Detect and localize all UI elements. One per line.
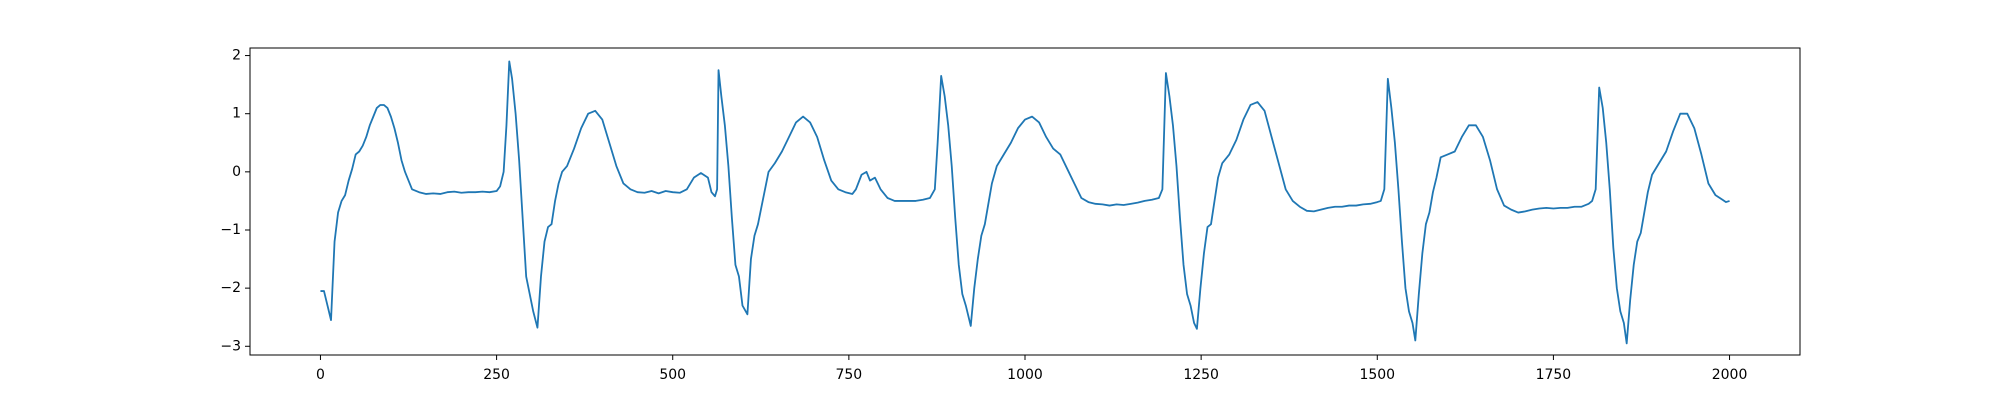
y-tick-label: 2: [232, 48, 241, 64]
y-tick-label: 0: [232, 164, 241, 180]
y-tick-label: 1: [232, 106, 241, 122]
plot-frame: [249, 47, 1801, 356]
y-tick-label: −3: [220, 338, 241, 354]
x-tick-label: 2000: [1712, 367, 1748, 383]
x-tick-label: 1000: [1007, 367, 1043, 383]
data-line: [320, 60, 1730, 345]
x-tick-label: 1500: [1359, 367, 1395, 383]
x-tick-label: 750: [835, 367, 862, 383]
x-tick-label: 0: [316, 367, 325, 383]
y-tick-label: −1: [220, 222, 241, 238]
x-tick-label: 1750: [1536, 367, 1572, 383]
x-tick-label: 250: [483, 367, 510, 383]
x-tick-label: 500: [659, 367, 686, 383]
y-tick-label: −2: [220, 280, 241, 296]
x-tick-label: 1250: [1183, 367, 1219, 383]
